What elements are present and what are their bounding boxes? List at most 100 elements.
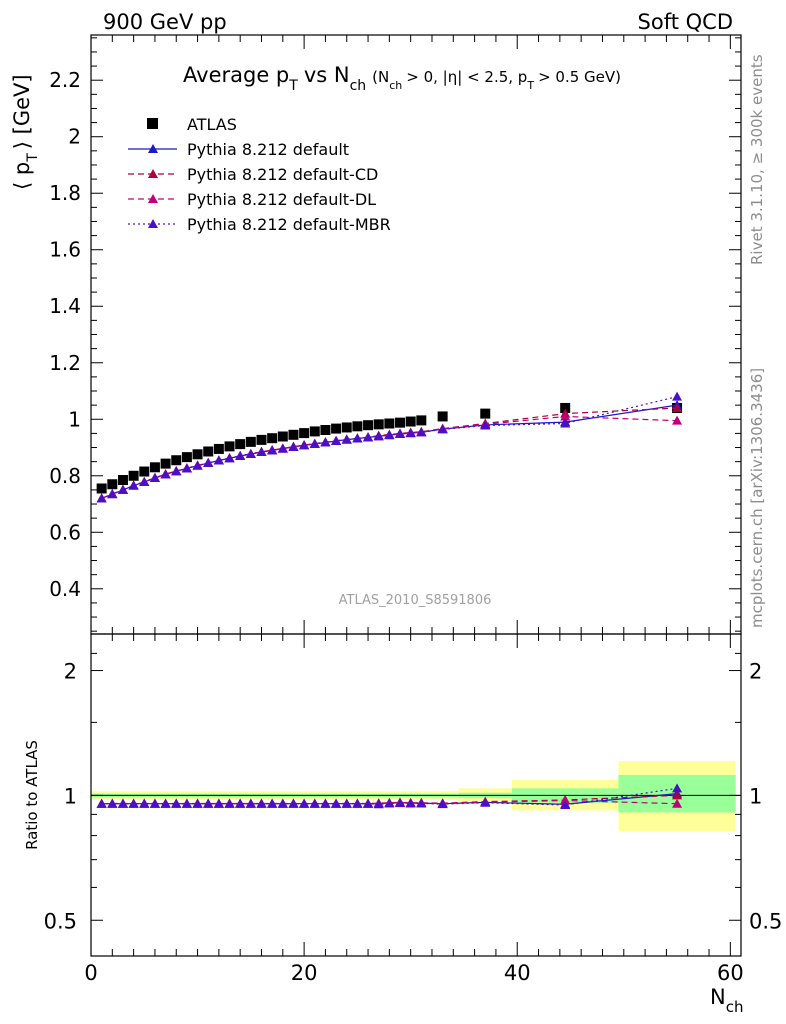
y-tick-label: 1 — [68, 407, 81, 431]
atlas-point — [171, 455, 182, 466]
atlas-point — [139, 466, 150, 477]
ratio-plot: 0.5 0.51 12 20 20 40 60 — [44, 633, 782, 985]
ratio-point-3 — [373, 799, 384, 809]
legend-marker-2 — [148, 169, 158, 178]
series-point-4 — [363, 432, 374, 442]
ratio-point-3 — [395, 798, 406, 808]
series-point-4 — [267, 445, 278, 455]
y-tick-label: 0.4 — [49, 577, 81, 601]
ratio-point-3 — [363, 798, 374, 808]
ratio-point-3 — [405, 798, 416, 808]
series-point-4 — [192, 460, 203, 470]
atlas-point — [416, 415, 427, 426]
legend-label-3: Pythia 8.212 default-DL — [187, 190, 376, 209]
series-point-4 — [352, 433, 363, 443]
series-point-3 — [672, 415, 683, 425]
atlas-point — [245, 436, 256, 447]
rivet-version-label: Rivet 3.1.10, ≥ 300k events — [748, 54, 766, 265]
plot-title: Average pT vs Nch (Nch > 0, |η| < 2.5, pT > … — [183, 63, 621, 94]
ratio-point-3 — [277, 798, 288, 808]
series-point-4 — [181, 463, 192, 473]
ratio-point-3 — [299, 798, 310, 808]
series-point-4 — [149, 473, 160, 483]
main-plot: 0.4 0.6 0.8 1 1.2 1.4 1.6 1.8 2 2.2 — [49, 34, 742, 635]
x-tick-label: 20 — [291, 961, 318, 985]
ratio-point-3 — [437, 799, 448, 809]
series-point-4 — [331, 436, 342, 446]
atlas-point — [235, 439, 246, 450]
atlas-point — [128, 470, 139, 481]
ratio-point-3 — [160, 798, 171, 808]
atlas-point — [224, 441, 235, 452]
ratio-point-3 — [203, 798, 214, 808]
ratio-point-3 — [288, 798, 299, 808]
y-tick-label: 1.8 — [49, 181, 81, 205]
series-point-4 — [299, 440, 310, 450]
y-tick-label: 1.4 — [49, 294, 81, 318]
ratio-point-3 — [267, 798, 278, 808]
series-point-4 — [160, 469, 171, 479]
series-point-4 — [139, 476, 150, 486]
legend-marker-atlas — [147, 118, 158, 129]
series-point-4 — [384, 430, 395, 440]
series-point-4 — [203, 458, 214, 468]
series-point-4 — [341, 434, 352, 444]
analysis-watermark: ATLAS_2010_S8591806 — [339, 593, 492, 608]
legend-label-0: ATLAS — [187, 115, 237, 134]
ratio-point-3 — [235, 798, 246, 808]
ratio-point-3 — [309, 798, 320, 808]
atlas-point — [320, 425, 331, 436]
ratio-point-3 — [256, 798, 267, 808]
atlas-point — [560, 402, 571, 413]
ratio-point-3 — [672, 783, 683, 793]
ratio-point-3 — [480, 797, 491, 807]
series-point-4 — [224, 453, 235, 463]
ratio-y-tick-label-right: 0.5 — [749, 909, 782, 933]
ratio-y-tick-label: 2 — [64, 660, 77, 684]
ratio-point-3 — [139, 798, 150, 808]
legend: ATLAS Pythia 8.212 default Pythia 8.212 de… — [128, 115, 391, 234]
ratio-point-1 — [672, 790, 683, 800]
ratio-point-3 — [331, 798, 342, 808]
ratio-point-3 — [96, 798, 107, 808]
ratio-point-3 — [245, 798, 256, 808]
ratio-point-3 — [171, 798, 182, 808]
y-tick-label: 2 — [68, 125, 81, 149]
ratio-point-2 — [672, 798, 683, 808]
series-point-4 — [213, 455, 224, 465]
series-point-4 — [117, 484, 128, 494]
series-point-4 — [373, 431, 384, 441]
atlas-point — [352, 421, 363, 432]
legend-label-4: Pythia 8.212 default-MBR — [187, 215, 391, 234]
ratio-y-tick-label: 0.5 — [44, 909, 77, 933]
atlas-point — [363, 420, 374, 431]
series-point-4 — [128, 480, 139, 490]
y-tick-label: 1.6 — [49, 238, 81, 262]
atlas-point — [160, 458, 171, 469]
legend-marker-3 — [148, 194, 158, 203]
ratio-y-tick-label: 1 — [64, 784, 77, 808]
ratio-point-3 — [341, 798, 352, 808]
ratio-point-3 — [560, 800, 571, 810]
atlas-point — [480, 408, 491, 419]
series-point-4 — [235, 450, 246, 460]
atlas-point — [437, 411, 448, 422]
ratio-point-3 — [224, 798, 235, 808]
x-tick-label: 0 — [84, 961, 97, 985]
ratio-point-3 — [128, 798, 139, 808]
ratio-point-3 — [416, 798, 427, 808]
legend-label-1: Pythia 8.212 default — [187, 140, 349, 159]
atlas-point — [405, 416, 416, 427]
y-axis-label: ⟨ pT⟩ [GeV] — [10, 74, 41, 190]
atlas-point — [203, 446, 214, 457]
series-point-4 — [256, 447, 267, 457]
atlas-point — [267, 433, 278, 444]
header-right: Soft QCD — [638, 10, 733, 34]
y-tick-label: 0.8 — [49, 464, 81, 488]
series-point-4 — [480, 420, 491, 430]
ratio-point-3 — [181, 798, 192, 808]
ratio-point-3 — [352, 798, 363, 808]
ratio-y-tick-label-right: 1 — [749, 784, 762, 808]
series-point-4 — [288, 441, 299, 451]
atlas-point — [256, 434, 267, 445]
